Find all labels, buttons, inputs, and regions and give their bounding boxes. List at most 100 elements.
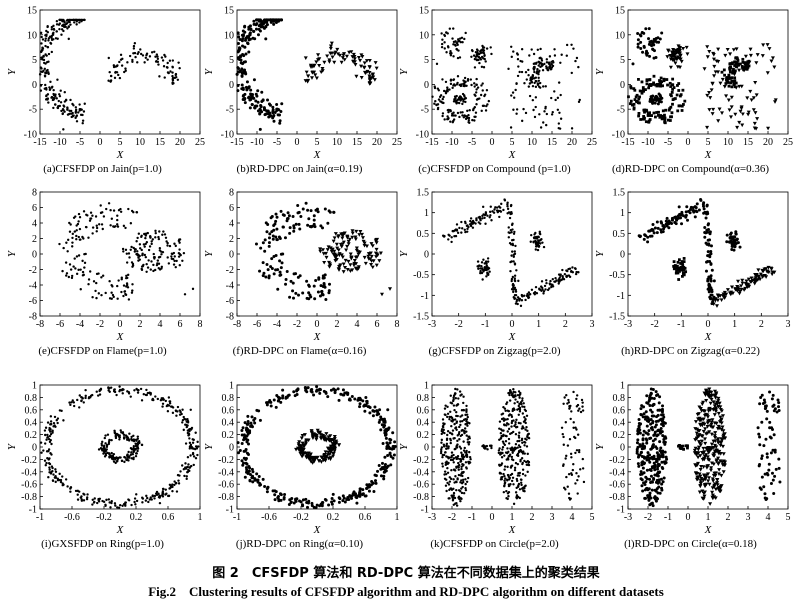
data-point (677, 56, 682, 61)
data-point (178, 264, 181, 267)
data-point (444, 404, 447, 407)
data-point (702, 207, 706, 211)
data-point (289, 500, 293, 504)
data-point (105, 498, 108, 502)
data-point (318, 504, 322, 508)
data-point (510, 458, 514, 461)
data-point (278, 273, 282, 277)
data-point (305, 279, 309, 283)
data-point (332, 437, 337, 441)
data-point (563, 396, 566, 399)
data-point (508, 399, 512, 402)
data-point (182, 415, 185, 419)
data-point (519, 59, 522, 63)
x-tick-label: 2 (563, 319, 568, 330)
data-point (525, 425, 528, 429)
data-point (464, 488, 468, 492)
data-point (558, 276, 561, 280)
data-point (326, 450, 331, 455)
data-point (385, 441, 389, 445)
data-point (576, 433, 580, 436)
data-point (64, 98, 68, 102)
data-point (357, 250, 362, 255)
data-point (498, 447, 501, 450)
data-point (730, 241, 734, 245)
data-point (296, 203, 300, 207)
data-point (441, 101, 444, 104)
data-point (503, 484, 506, 487)
data-point (390, 447, 394, 451)
data-point (489, 205, 492, 208)
data-point (291, 214, 295, 218)
data-point (319, 455, 324, 460)
data-point (275, 109, 279, 113)
data-point (125, 458, 128, 462)
data-point (272, 119, 276, 123)
data-point (133, 500, 136, 504)
data-point (510, 260, 513, 263)
data-point (734, 56, 738, 60)
data-point (534, 242, 538, 245)
data-point (328, 434, 333, 438)
data-point (496, 209, 499, 212)
data-point (449, 437, 452, 441)
data-point (315, 385, 319, 389)
data-point (695, 202, 699, 206)
data-point (297, 210, 301, 214)
data-point (325, 54, 330, 59)
data-point (328, 447, 333, 452)
data-point (55, 23, 59, 26)
data-point (262, 271, 266, 275)
data-point (44, 44, 47, 48)
data-point (307, 499, 311, 503)
data-point (746, 62, 749, 66)
data-point (568, 405, 571, 408)
data-point (133, 250, 137, 253)
y-tick-label: -0.8 (609, 492, 625, 503)
data-point (348, 263, 353, 267)
data-point (658, 37, 662, 41)
data-point (456, 443, 459, 446)
data-point (127, 450, 130, 454)
y-tick-label: 8 (32, 188, 37, 199)
data-point (441, 114, 444, 118)
data-point (127, 499, 131, 502)
data-point (705, 203, 709, 207)
data-point (239, 61, 243, 65)
x-tick-label: -0.6 (64, 512, 80, 523)
data-point (449, 410, 452, 413)
data-point (264, 20, 268, 24)
data-point (463, 76, 467, 80)
data-point (462, 449, 466, 452)
y-tick-label: -5 (29, 105, 37, 116)
data-point (130, 457, 133, 460)
y-tick-label: 6 (32, 203, 37, 214)
data-point (725, 240, 729, 244)
data-point (171, 82, 174, 85)
data-point (50, 38, 54, 42)
data-point (708, 230, 712, 234)
data-point (171, 78, 174, 81)
data-point (246, 419, 250, 423)
data-point (291, 281, 295, 285)
data-point (458, 56, 462, 59)
data-point (56, 479, 60, 482)
data-point (536, 67, 539, 71)
data-point (511, 250, 514, 253)
x-tick-label: 15 (352, 137, 362, 148)
data-point (510, 203, 513, 207)
data-point (648, 118, 652, 121)
data-point (670, 91, 674, 94)
data-point (373, 61, 378, 65)
data-point (655, 83, 659, 86)
data-point (477, 267, 480, 270)
data-point (518, 471, 522, 475)
x-tick-label: 1 (510, 512, 515, 523)
data-point (455, 410, 458, 414)
data-point (61, 107, 65, 111)
data-point (668, 81, 672, 85)
data-point (250, 467, 254, 471)
data-point (162, 230, 165, 233)
data-point (470, 55, 473, 58)
